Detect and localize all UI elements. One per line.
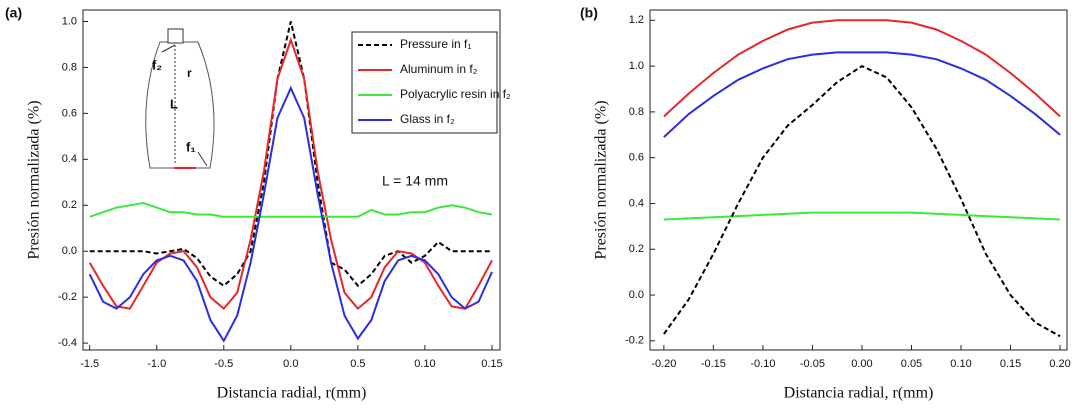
series-line bbox=[89, 21, 492, 288]
source-square bbox=[167, 28, 184, 44]
series-line bbox=[663, 211, 1061, 221]
annotation: L = 14 mm bbox=[382, 173, 448, 189]
x-tick-label: -0.05 bbox=[800, 358, 825, 370]
series-line bbox=[663, 64, 1061, 338]
y-tick-label: -0.2 bbox=[625, 335, 644, 347]
y-axis-title: Presión normalizada (%) bbox=[593, 100, 610, 259]
legend-label: Polyacrylic resin in f₂ bbox=[400, 87, 511, 101]
x-axis-title: Distancia radial, r(mm) bbox=[784, 385, 934, 402]
series-line bbox=[663, 19, 1061, 118]
x-tick-label: 0.15 bbox=[481, 358, 502, 370]
y-tick-label: 0.6 bbox=[62, 107, 77, 119]
panel: (a) Distancia radial, r(mm) Presión normal… bbox=[5, 5, 511, 402]
x-tick-label: -0.15 bbox=[701, 358, 726, 370]
plot-frame bbox=[82, 9, 501, 351]
plot-frame bbox=[649, 9, 1068, 351]
y-tick-label: -0.2 bbox=[58, 291, 77, 303]
y-axis-title: Presión normalizada (%) bbox=[26, 100, 43, 259]
inset-label: L bbox=[170, 96, 178, 111]
transducer-shape bbox=[145, 41, 215, 169]
series-line bbox=[88, 85, 493, 343]
y-tick-label: 1.0 bbox=[62, 15, 77, 27]
y-tick-label: 0.8 bbox=[629, 106, 644, 118]
x-tick-label: -0.20 bbox=[651, 358, 676, 370]
y-tick-label: 1.0 bbox=[629, 60, 644, 72]
legend-label: Aluminum in f₂ bbox=[400, 62, 478, 76]
f2-arrow bbox=[161, 44, 176, 53]
f1-arrow bbox=[197, 151, 208, 167]
x-tick-label: 0.10 bbox=[950, 358, 971, 370]
inset-label: f₂ bbox=[152, 57, 162, 72]
panel: (b) Distancia radial, r(mm) Presión normal… bbox=[580, 5, 1071, 402]
y-tick-label: 0.0 bbox=[629, 289, 644, 301]
legend-label: Pressure in f₁ bbox=[400, 37, 471, 51]
x-tick-label: 0.15 bbox=[1000, 358, 1021, 370]
x-tick-label: 0.0 bbox=[283, 358, 298, 370]
x-tick-label: 0.5 bbox=[350, 358, 365, 370]
x-tick-label: -0.5 bbox=[214, 358, 233, 370]
inset-label: f₁ bbox=[186, 139, 196, 154]
x-tick-label: 0.05 bbox=[901, 358, 922, 370]
y-tick-label: 0.4 bbox=[629, 197, 644, 209]
series-line bbox=[89, 201, 493, 218]
x-tick-label: -1.0 bbox=[147, 358, 166, 370]
x-axis-title: Distancia radial, r(mm) bbox=[217, 385, 367, 402]
y-tick-label: 0.2 bbox=[62, 199, 77, 211]
legend-label: Glass in f₂ bbox=[400, 112, 455, 126]
legend-box bbox=[351, 31, 498, 134]
y-tick-label: 0.4 bbox=[62, 153, 77, 165]
x-tick-label: -1.5 bbox=[80, 358, 99, 370]
panel-label: (b) bbox=[580, 5, 598, 21]
inset-diagram: f₂ r L f₁ bbox=[145, 28, 215, 169]
y-tick-label: 1.2 bbox=[629, 14, 644, 26]
panel-label: (a) bbox=[5, 5, 22, 21]
y-tick-label: 0.2 bbox=[629, 243, 644, 255]
x-tick-label: 0.10 bbox=[414, 358, 435, 370]
y-tick-label: 0.6 bbox=[629, 152, 644, 164]
x-tick-label: 0.00 bbox=[851, 358, 872, 370]
y-tick-label: -0.4 bbox=[58, 337, 77, 349]
y-tick-label: 0.8 bbox=[62, 61, 77, 73]
x-tick-label: 0.20 bbox=[1049, 358, 1070, 370]
x-tick-label: -0.10 bbox=[750, 358, 775, 370]
inset-label: r bbox=[187, 66, 192, 80]
series-line bbox=[663, 51, 1061, 138]
series-line bbox=[88, 36, 493, 311]
y-tick-label: 0.0 bbox=[62, 245, 77, 257]
